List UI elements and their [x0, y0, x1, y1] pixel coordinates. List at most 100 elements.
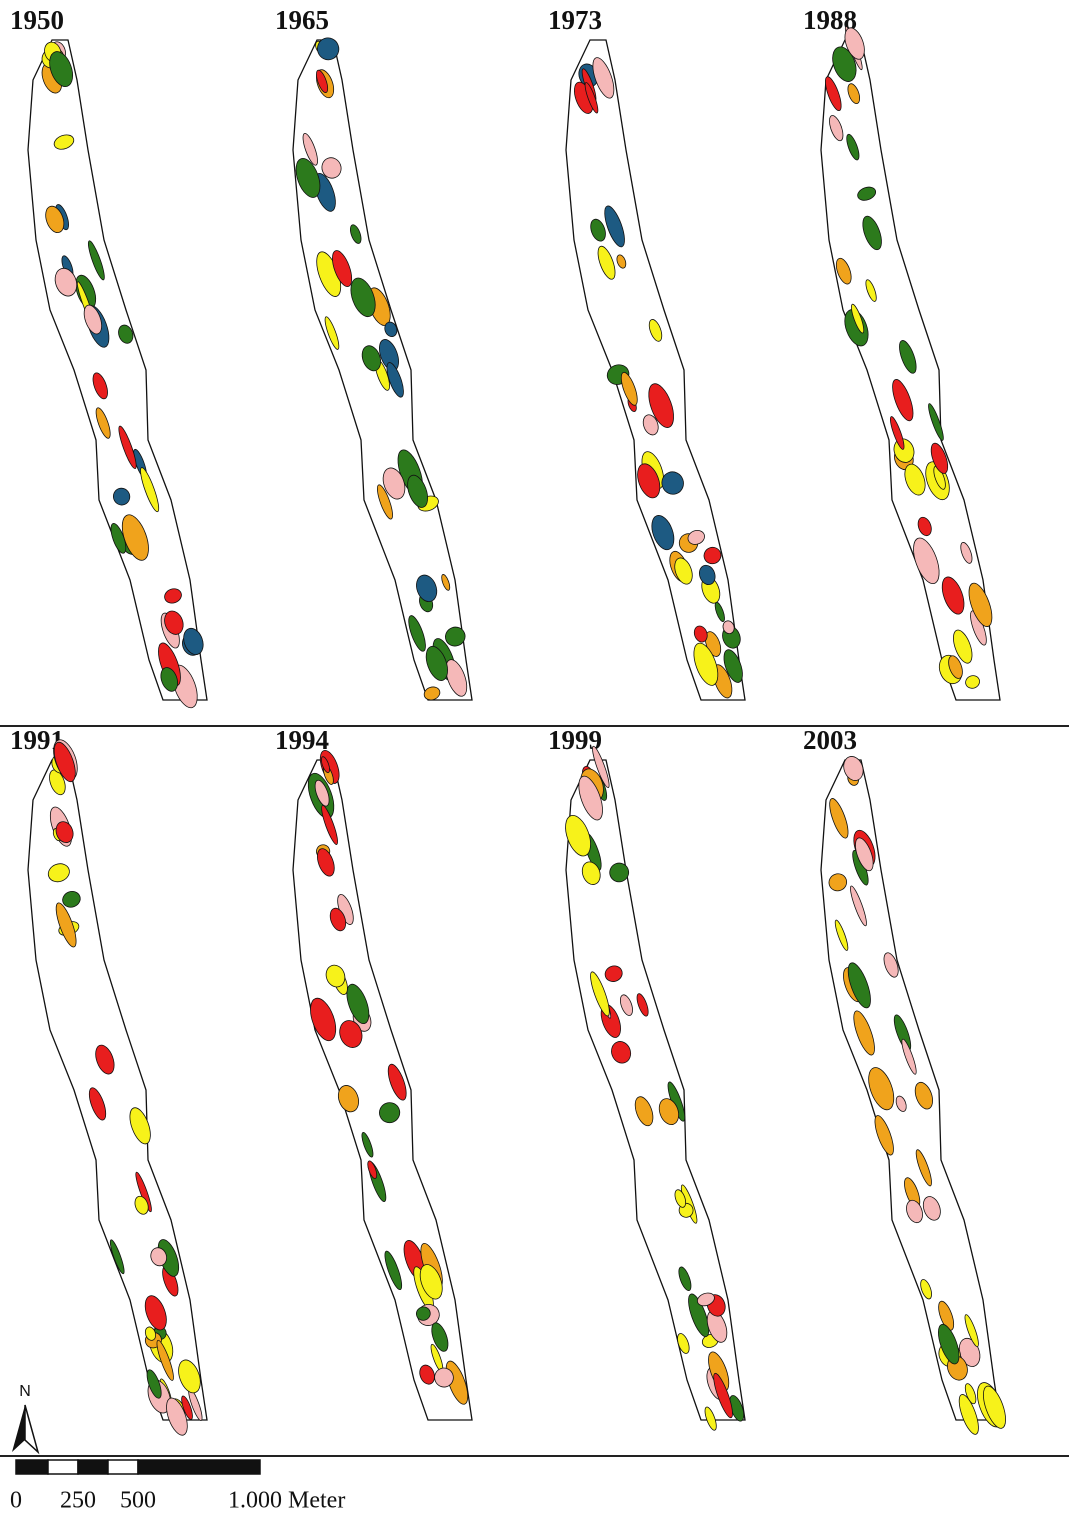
vegetation-patch — [346, 983, 370, 1025]
vegetation-patch — [609, 862, 630, 883]
vegetation-patch — [829, 115, 844, 142]
vegetation-patch — [953, 629, 973, 664]
vegetation-patch — [914, 1081, 933, 1110]
map-panel: 2003 — [803, 725, 1006, 1435]
river-corridor — [27, 759, 208, 1421]
vegetation-patch — [578, 775, 603, 821]
vegetation-patch — [847, 83, 861, 104]
north-label: N — [19, 1383, 31, 1400]
map-panel: 1991 — [10, 725, 208, 1436]
vegetation-patch — [713, 1372, 733, 1419]
vegetation-patch — [704, 1406, 717, 1431]
vegetation-patch — [913, 537, 940, 585]
vegetation-patch — [584, 82, 599, 114]
vegetation-patch — [109, 1239, 125, 1275]
vegetation-patch — [965, 675, 980, 689]
vegetation-patch — [164, 588, 182, 604]
vegetation-patch — [874, 1115, 894, 1156]
vegetation-patch — [590, 971, 610, 1017]
vegetation-patch — [834, 919, 849, 951]
scale-label: 1.000 Meter — [228, 1488, 345, 1514]
vegetation-patch — [386, 362, 404, 398]
vegetation-patch — [332, 250, 353, 288]
panel-year: 1950 — [10, 5, 64, 35]
vegetation-patch — [110, 523, 127, 554]
river-corridor — [565, 759, 746, 1421]
vegetation-patch — [144, 1326, 157, 1341]
vegetation-patch — [377, 484, 393, 520]
vegetation-patch — [714, 601, 725, 622]
vegetation-patch — [419, 1264, 443, 1300]
vegetation-patch — [899, 340, 917, 374]
vegetation-patch — [636, 993, 649, 1017]
vegetation-patch — [658, 1098, 680, 1125]
vegetation-patch — [324, 316, 340, 350]
vegetation-patch — [868, 1067, 895, 1111]
vegetation-patch — [938, 1300, 955, 1331]
vegetation-patch — [964, 1383, 977, 1405]
scale-label: 250 — [60, 1488, 96, 1514]
vegetation-patch — [620, 371, 638, 406]
vegetation-patch — [832, 46, 857, 82]
map-panel: 1965 — [275, 5, 473, 701]
vegetation-patch — [379, 1102, 401, 1124]
vegetation-patch — [382, 467, 406, 500]
vegetation-patch — [350, 277, 376, 318]
vegetation-patch — [941, 576, 965, 615]
vegetation-patch — [616, 254, 627, 269]
vegetation-patch — [321, 805, 338, 845]
vegetation-patch — [425, 645, 448, 681]
vegetation-patch — [337, 1085, 360, 1113]
vegetation-patch — [95, 1044, 115, 1075]
vegetation-patch — [581, 861, 601, 885]
vegetation-patch — [853, 1010, 875, 1056]
vegetation-patch — [634, 1096, 654, 1127]
vegetation-patch — [316, 69, 329, 93]
vegetation-patch — [295, 158, 321, 198]
vegetation-patch — [445, 659, 468, 697]
vegetation-patch — [648, 319, 663, 342]
vegetation-patch — [651, 515, 675, 551]
vegetation-patch — [302, 133, 318, 166]
vegetation-patch — [928, 403, 944, 441]
vegetation-patch — [183, 627, 204, 655]
panel-year: 2003 — [803, 725, 857, 755]
vegetation-patch — [855, 837, 874, 872]
scale-bar — [15, 1459, 261, 1475]
vegetation-patch — [423, 686, 441, 701]
vegetation-patch — [723, 649, 743, 683]
vegetation-patch — [134, 1195, 149, 1215]
river-corridor — [820, 759, 1001, 1421]
vegetation-patch — [865, 279, 877, 302]
vegetation-patch — [904, 463, 926, 496]
vegetation-patch — [416, 574, 438, 602]
vegetation-patch — [55, 902, 77, 948]
vegetation-patch — [917, 516, 932, 537]
vegetation-patch — [677, 1333, 690, 1354]
vegetation-patch — [604, 965, 623, 982]
vegetation-patch — [661, 471, 684, 495]
scale-label: 0 — [10, 1488, 22, 1514]
scale-label: 500 — [120, 1488, 156, 1514]
vegetation-patch — [889, 416, 905, 450]
vegetation-patch — [45, 205, 65, 234]
vegetation-patch — [49, 769, 66, 796]
vegetation-patch — [901, 1038, 917, 1075]
vegetation-patch — [144, 1295, 167, 1331]
vegetation-patch — [844, 27, 865, 60]
vegetation-patch — [361, 1132, 374, 1158]
vegetation-patch — [937, 1323, 960, 1365]
vegetation-patch — [407, 474, 429, 508]
vegetation-patch — [53, 134, 75, 150]
vegetation-patch — [118, 324, 134, 344]
vegetation-patch — [181, 1395, 193, 1420]
vegetation-patch — [693, 625, 708, 643]
vegetation-patch — [445, 626, 466, 647]
vegetation-patch — [135, 1171, 152, 1213]
vegetation-patch — [416, 1306, 431, 1321]
vegetation-patch — [384, 1250, 403, 1291]
vegetation-patch — [968, 582, 993, 627]
vegetation-patch — [843, 756, 864, 781]
vegetation-patch — [597, 245, 616, 280]
